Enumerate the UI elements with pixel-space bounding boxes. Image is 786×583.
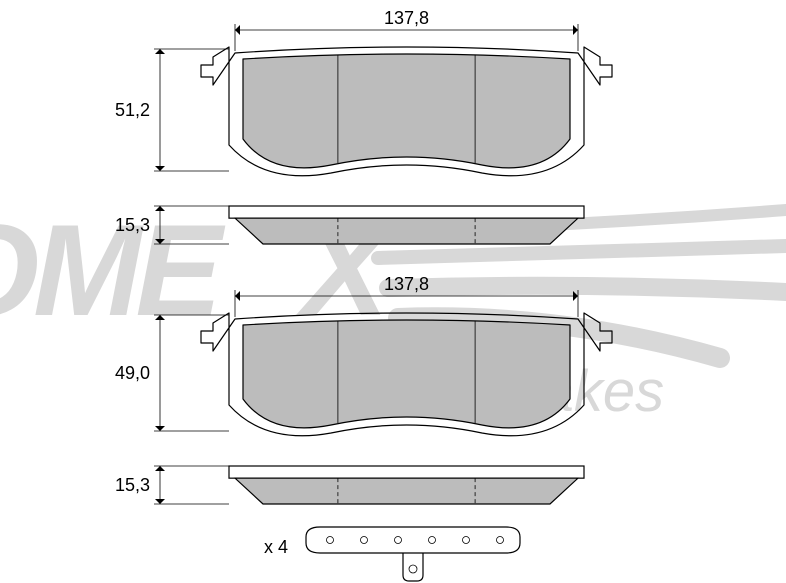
brake-pad-2-face — [201, 313, 612, 436]
dimension-label: 137,8 — [384, 8, 429, 28]
dimension-v: 51,2 — [115, 49, 165, 171]
retaining-clip: x 4 — [264, 527, 520, 581]
brake-pad-2-side — [229, 466, 584, 504]
dimension-v: 15,3 — [115, 466, 165, 504]
dimension-label: 15,3 — [115, 215, 150, 235]
dimension-v: 49,0 — [115, 315, 165, 431]
dimension-v: 15,3 — [115, 206, 165, 244]
dimension-label: 49,0 — [115, 363, 150, 383]
brake-pad-1-face — [201, 47, 612, 176]
dimension-label: 15,3 — [115, 475, 150, 495]
dimension-h: 137,8 — [235, 8, 578, 35]
dimension-label: 51,2 — [115, 100, 150, 120]
brake-pad-1-side — [229, 206, 584, 244]
clip-count-label: x 4 — [264, 537, 288, 557]
dimension-label: 137,8 — [384, 274, 429, 294]
